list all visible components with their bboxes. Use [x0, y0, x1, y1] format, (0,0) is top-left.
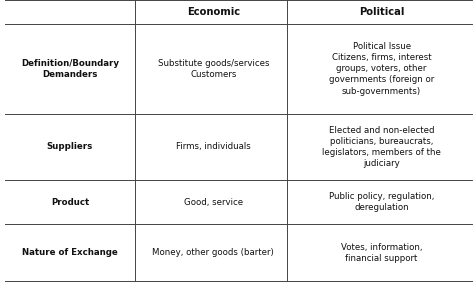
Text: Economic: Economic	[187, 7, 240, 17]
Text: Political Issue
Citizens, firms, interest
groups, voters, other
governments (for: Political Issue Citizens, firms, interes…	[329, 42, 434, 96]
Text: Product: Product	[51, 198, 89, 207]
Text: Substitute goods/services
Customers: Substitute goods/services Customers	[157, 59, 269, 79]
Text: Elected and non-elected
politicians, bureaucrats,
legislators, members of the
ju: Elected and non-elected politicians, bur…	[322, 126, 441, 168]
Text: Money, other goods (barter): Money, other goods (barter)	[153, 248, 274, 257]
Text: Nature of Exchange: Nature of Exchange	[22, 248, 118, 257]
Text: Definition/Boundary
Demanders: Definition/Boundary Demanders	[21, 59, 119, 79]
Text: Suppliers: Suppliers	[47, 143, 93, 151]
Text: Votes, information,
financial support: Votes, information, financial support	[341, 243, 422, 263]
Text: Political: Political	[359, 7, 404, 17]
Text: Good, service: Good, service	[184, 198, 243, 207]
Text: Public policy, regulation,
deregulation: Public policy, regulation, deregulation	[329, 192, 434, 212]
Text: Firms, individuals: Firms, individuals	[176, 143, 251, 151]
